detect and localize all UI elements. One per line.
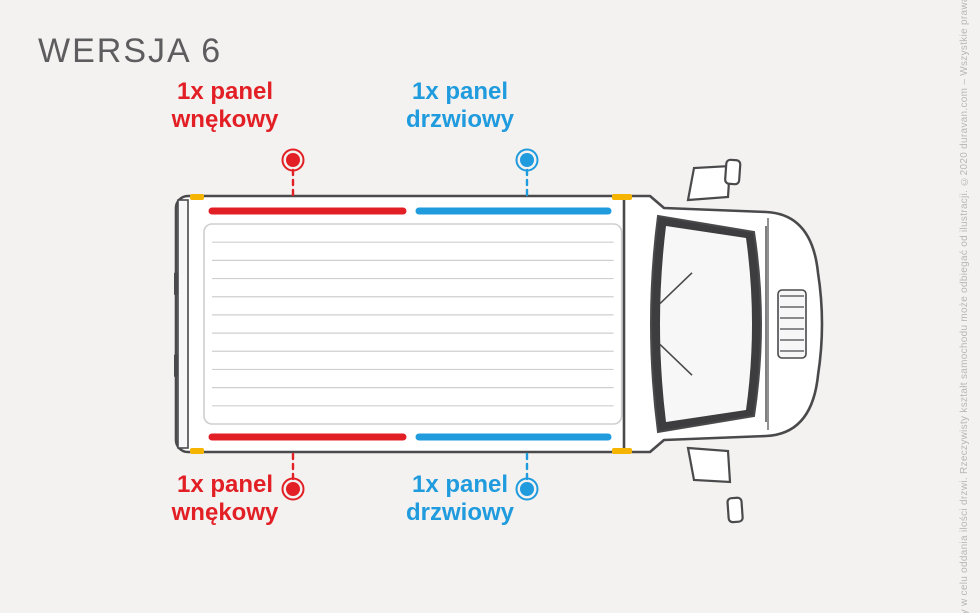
van-diagram-svg xyxy=(0,0,980,613)
